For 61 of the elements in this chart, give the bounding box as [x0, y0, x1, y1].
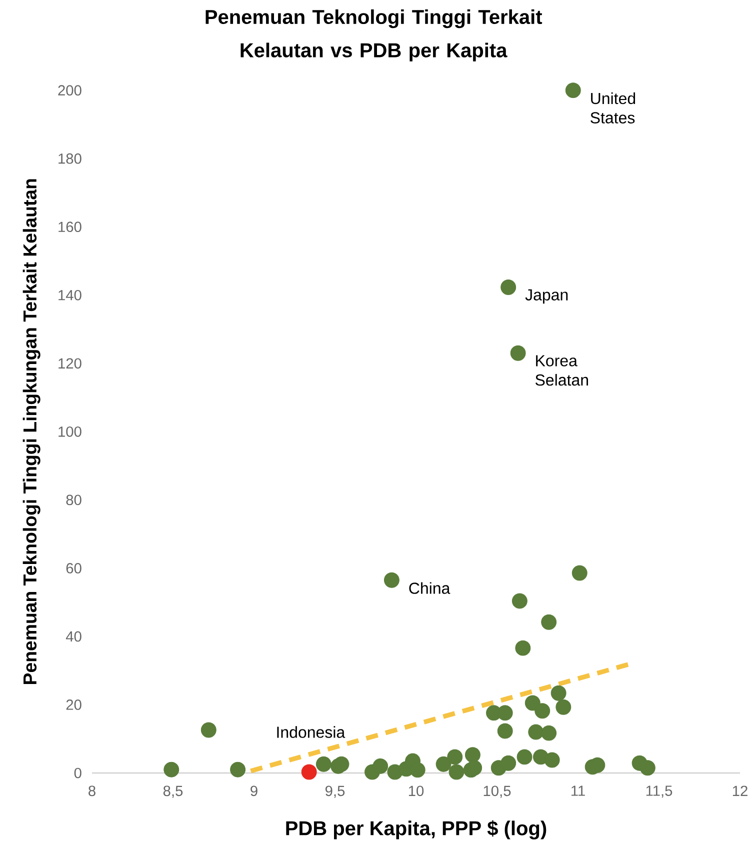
point — [316, 756, 332, 772]
point — [436, 756, 452, 772]
x-tick-label: 8 — [88, 786, 96, 796]
point — [550, 685, 566, 701]
y-tick-label: 180 — [58, 153, 82, 164]
point — [466, 760, 482, 776]
x-tick-label: 11 — [571, 786, 585, 796]
y-tick-label: 200 — [58, 85, 82, 96]
y-tick-label: 20 — [66, 700, 82, 710]
point — [497, 723, 513, 739]
point — [301, 764, 317, 780]
y-tick-label: 120 — [58, 358, 82, 369]
point — [516, 749, 532, 765]
point — [524, 695, 540, 711]
point — [500, 755, 516, 771]
annotation: Indonesia — [277, 726, 346, 738]
x-tick-label: 10 — [408, 786, 424, 796]
point — [200, 722, 216, 738]
point — [447, 749, 463, 765]
x-tick-label: 9,5 — [325, 786, 345, 798]
annotation: China — [409, 582, 450, 594]
point — [497, 705, 513, 721]
y-tick-label: 40 — [66, 631, 82, 642]
point — [164, 762, 180, 778]
point — [572, 565, 588, 581]
point — [565, 82, 581, 98]
point — [372, 758, 388, 774]
point — [534, 703, 550, 719]
annotation: Korea Selatan — [536, 355, 588, 386]
annotation: Japan — [525, 289, 568, 304]
point — [334, 756, 350, 772]
annotation: United States — [590, 92, 636, 124]
x-tick-label: 10,5 — [484, 786, 511, 798]
point — [541, 725, 557, 741]
x-tick-label: 11,5 — [646, 786, 672, 798]
point — [541, 614, 557, 630]
point — [500, 280, 516, 296]
point — [510, 345, 526, 361]
y-tick-label: 140 — [58, 290, 82, 300]
point — [464, 747, 480, 763]
y-tick-label: 60 — [66, 563, 82, 574]
point — [544, 752, 560, 768]
point — [640, 760, 656, 776]
point — [448, 764, 464, 780]
x-tick-label: 9 — [250, 786, 258, 796]
point — [512, 593, 528, 609]
point — [528, 724, 544, 740]
point — [384, 572, 400, 588]
point — [515, 640, 531, 656]
point — [410, 762, 426, 778]
y-axis-title: Penemuan Teknologi Tinggi Lingkungan Terkait Kelautan — [22, 179, 40, 684]
y-tick-label: 80 — [66, 494, 82, 506]
y-tick-label: 100 — [58, 426, 82, 437]
point — [230, 762, 246, 778]
x-tick-label: 12 — [732, 786, 748, 796]
x-tick-label: 8,5 — [163, 786, 183, 798]
y-tick-label: 0 — [74, 768, 82, 778]
y-tick-label: 160 — [58, 222, 82, 232]
x-axis-title: PDB per Kapita, PPP $ (log) — [286, 820, 546, 840]
point — [556, 699, 572, 715]
chart-title: Penemuan Teknologi Tinggi Terkait Kelautan vs PDB per Kapita — [206, 9, 542, 62]
